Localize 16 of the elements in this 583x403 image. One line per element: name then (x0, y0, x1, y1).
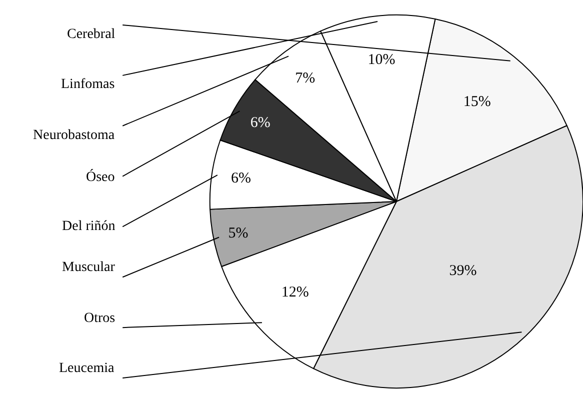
data-label: 12% (281, 284, 309, 301)
data-label: 39% (449, 262, 477, 279)
slice-label: Muscular (62, 260, 116, 275)
slice-label: Linfomas (61, 77, 115, 92)
data-label: 10% (368, 52, 396, 68)
slice-label: Neurobastoma (33, 128, 116, 143)
data-label: 6% (250, 114, 270, 131)
data-label: 7% (295, 70, 316, 87)
slice-label: Óseo (86, 168, 115, 185)
slice-label: Cerebral (67, 27, 116, 42)
data-label: 6% (231, 170, 252, 187)
slice-label: Otros (84, 311, 116, 326)
slice-label: Leucemia (59, 361, 115, 376)
data-label: 15% (463, 94, 491, 110)
slice-label: Del riñón (62, 219, 116, 234)
data-label: 5% (228, 225, 248, 242)
